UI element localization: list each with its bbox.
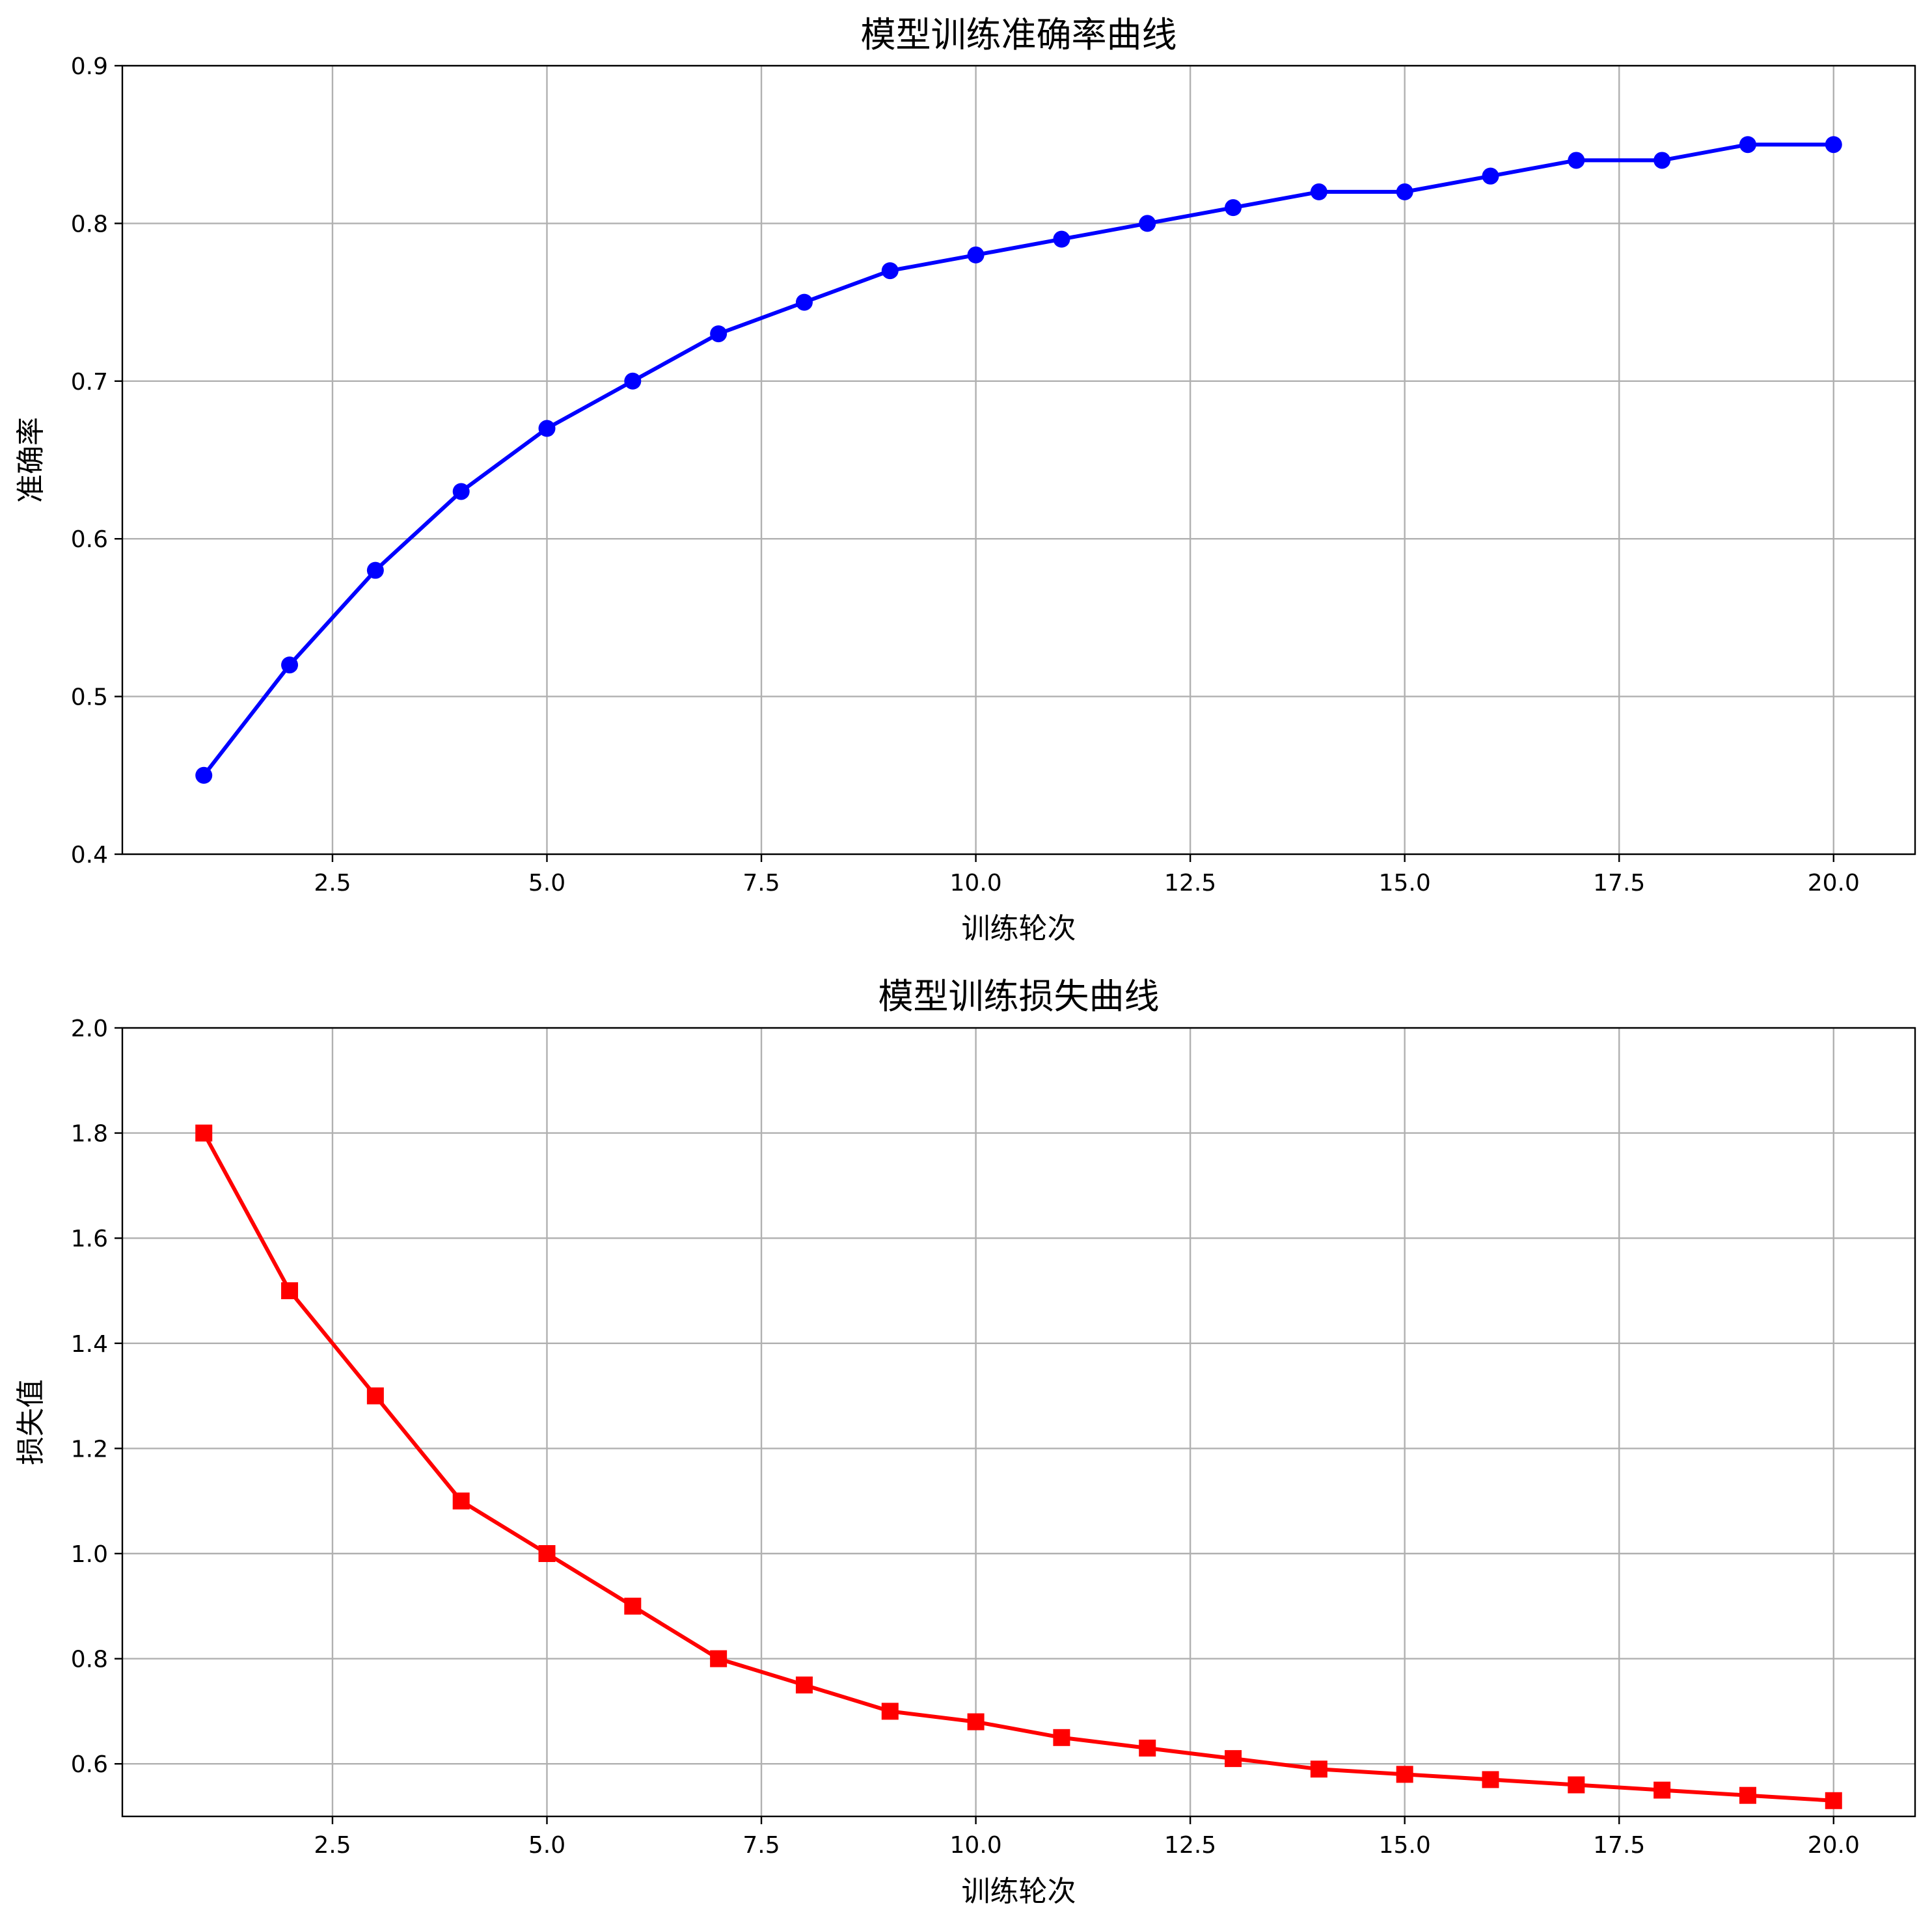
accuracy-data-point: [195, 766, 213, 784]
loss-series-line: [202, 1132, 1834, 1803]
x-tick-label: 12.5: [1164, 1832, 1216, 1859]
y-tick-label: 0.7: [71, 369, 108, 396]
x-tick-label: 20.0: [1808, 1832, 1860, 1859]
chart-title: 模型训练准确率曲线: [861, 14, 1177, 55]
loss-data-point: [195, 1124, 213, 1142]
loss-data-point: [1482, 1771, 1499, 1788]
y-tick-label: 1.6: [71, 1226, 108, 1252]
x-tick-label: 17.5: [1593, 870, 1645, 896]
accuracy-data-point: [881, 262, 899, 280]
loss-data-point: [1568, 1776, 1585, 1794]
y-axis-label: 准确率: [14, 417, 48, 503]
loss-data-point: [1739, 1786, 1756, 1804]
accuracy-data-point: [1310, 183, 1327, 200]
loss-chart: 2.5 5.0 7.5 10.0 12.5 15.0 17.5 20.0 0.6 0.8 1.0 1.…: [14, 976, 1916, 1908]
x-tick-label: 7.5: [742, 1832, 780, 1859]
y-tick-label: 0.6: [71, 526, 108, 553]
loss-data-point: [1653, 1781, 1671, 1799]
x-tick-label: 5.0: [528, 1832, 565, 1859]
y-tick-label: 0.8: [71, 1647, 108, 1673]
accuracy-data-point: [281, 656, 299, 674]
loss-data-point: [967, 1713, 985, 1731]
accuracy-data-point: [710, 325, 728, 343]
loss-data-point: [1053, 1729, 1070, 1746]
loss-data-point: [281, 1282, 299, 1299]
plot-frame: [121, 1027, 1916, 1818]
accuracy-data-point: [538, 420, 556, 437]
accuracy-data-point: [1396, 183, 1413, 200]
x-tick-label: 10.0: [950, 870, 1002, 896]
loss-data-point: [1825, 1792, 1842, 1809]
loss-data-point: [881, 1703, 899, 1720]
loss-data-point: [538, 1545, 556, 1562]
x-tick-label: 12.5: [1164, 870, 1216, 896]
accuracy-data-point: [624, 372, 642, 390]
loss-data-point: [710, 1650, 728, 1667]
loss-data-point: [366, 1387, 384, 1405]
x-tick-label: 10.0: [950, 1832, 1002, 1859]
accuracy-data-point: [1053, 230, 1070, 248]
accuracy-chart: 2.5 5.0 7.5 10.0 12.5 15.0 17.5 20.0 0.4 0.5 0.6 0.…: [14, 14, 1916, 945]
loss-data-point: [1225, 1750, 1242, 1768]
y-axis-label: 损失值: [14, 1379, 48, 1465]
y-tick-label: 0.9: [71, 53, 108, 80]
loss-data-point: [624, 1597, 642, 1615]
loss-data-point: [452, 1492, 470, 1510]
x-axis-label: 训练轮次: [962, 1875, 1076, 1908]
y-tick-label: 0.5: [71, 684, 108, 711]
accuracy-data-point: [967, 246, 985, 263]
chart-title: 模型训练损失曲线: [878, 976, 1160, 1017]
accuracy-data-point: [1739, 136, 1756, 154]
x-tick-label: 15.0: [1379, 870, 1431, 896]
accuracy-data-point: [795, 293, 813, 311]
y-tick-label: 2.0: [71, 1016, 108, 1042]
accuracy-data-point: [1653, 152, 1671, 169]
x-axis-label: 训练轮次: [962, 912, 1076, 945]
x-tick-label: 17.5: [1593, 1832, 1645, 1859]
x-tick-label: 2.5: [314, 870, 351, 896]
x-tick-label: 7.5: [742, 870, 780, 896]
x-tick-label: 5.0: [528, 870, 565, 896]
accuracy-data-point: [1825, 136, 1842, 154]
y-tick-label: 1.2: [71, 1436, 108, 1462]
x-tick-label: 15.0: [1379, 1832, 1431, 1859]
accuracy-data-point: [452, 483, 470, 500]
loss-data-point: [1396, 1766, 1413, 1783]
accuracy-data-point: [366, 561, 384, 579]
loss-data-point: [795, 1677, 813, 1693]
accuracy-data-point: [1139, 215, 1156, 232]
y-tick-label: 0.6: [71, 1751, 108, 1778]
accuracy-data-point: [1225, 199, 1242, 217]
loss-data-point: [1310, 1760, 1327, 1778]
y-tick-label: 0.8: [71, 211, 108, 237]
y-tick-label: 1.0: [71, 1541, 108, 1568]
plot-frame: [121, 64, 1916, 856]
x-tick-label: 20.0: [1808, 870, 1860, 896]
accuracy-series-line: [202, 142, 1834, 777]
x-tick-label: 2.5: [314, 1832, 351, 1859]
loss-data-point: [1139, 1739, 1156, 1757]
accuracy-data-point: [1482, 167, 1499, 185]
y-tick-label: 1.4: [71, 1331, 108, 1358]
y-tick-label: 0.4: [71, 842, 108, 869]
y-tick-label: 1.8: [71, 1121, 108, 1148]
accuracy-data-point: [1568, 152, 1585, 169]
